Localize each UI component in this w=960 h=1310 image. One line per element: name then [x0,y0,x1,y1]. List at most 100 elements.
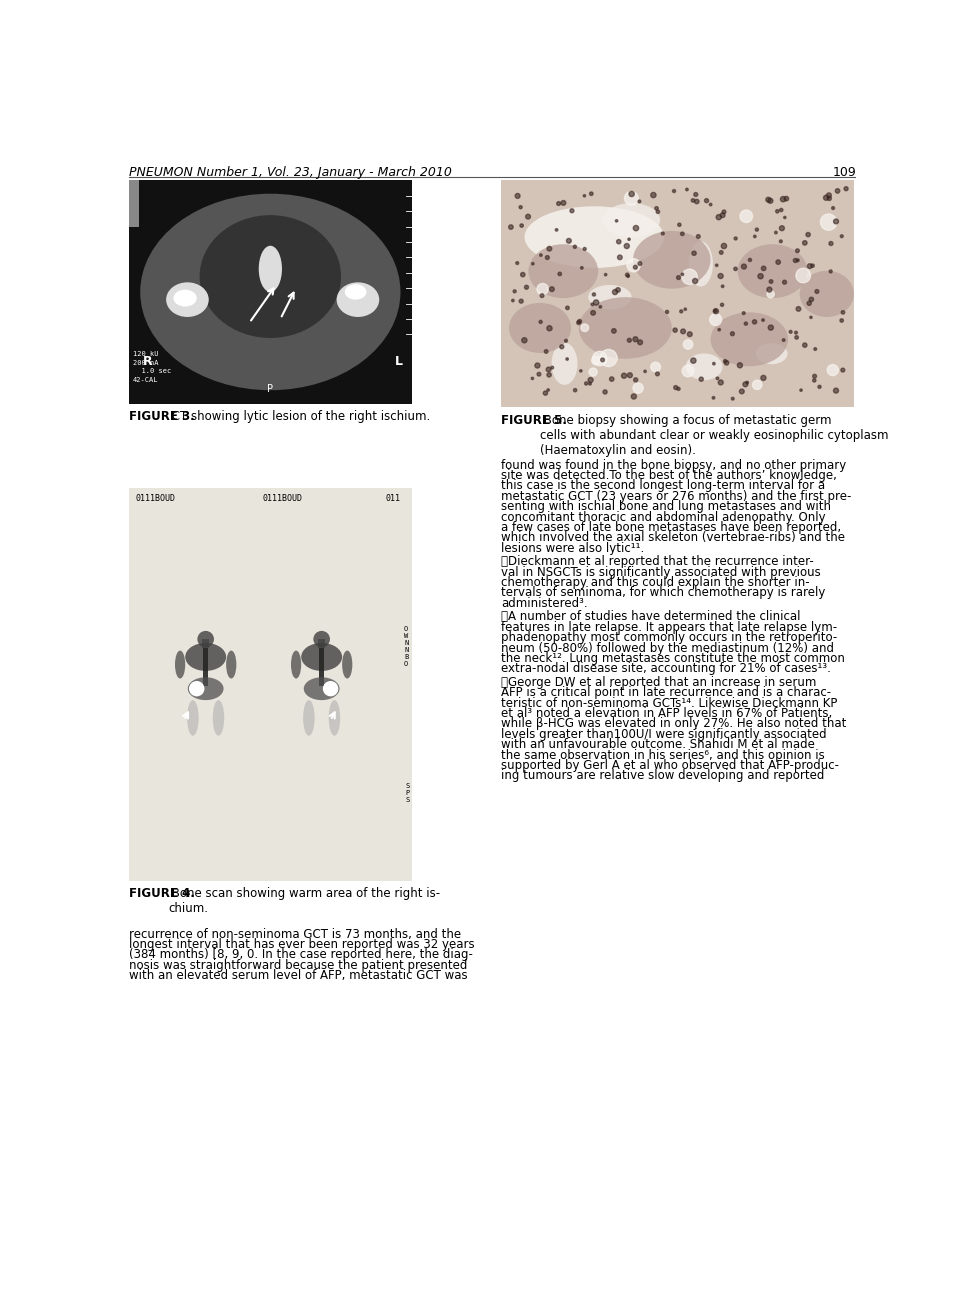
Circle shape [680,310,683,313]
Circle shape [769,280,773,283]
Circle shape [780,196,785,202]
Circle shape [718,329,720,331]
Ellipse shape [588,284,632,309]
Ellipse shape [166,283,208,317]
Circle shape [813,375,817,379]
Circle shape [591,303,594,305]
Ellipse shape [227,651,236,679]
Circle shape [840,234,843,237]
Circle shape [547,246,552,252]
Text: 0111BOUD: 0111BOUD [262,494,302,503]
Text: the same observation in his series⁶, and this opinion is: the same observation in his series⁶, and… [501,748,825,761]
Text: a few cases of late bone metastases have been reported,: a few cases of late bone metastases have… [501,521,841,534]
Circle shape [583,248,587,250]
Circle shape [796,307,801,312]
Text: (384 months) [8, 9, 0. In the case reported here, the diag-: (384 months) [8, 9, 0. In the case repor… [130,948,473,962]
Circle shape [634,266,637,269]
Bar [501,181,854,407]
Text: which involved the axial skeleton (vertebrae-ribs) and the: which involved the axial skeleton (verte… [501,532,846,545]
Circle shape [737,363,742,368]
Circle shape [831,207,834,210]
Circle shape [746,381,749,384]
Text: recurrence of non-seminoma GCT is 73 months, and the: recurrence of non-seminoma GCT is 73 mon… [130,927,462,941]
Circle shape [565,358,568,360]
Circle shape [627,275,630,278]
Circle shape [532,262,534,265]
Circle shape [782,280,786,284]
Ellipse shape [303,677,340,700]
Text: while β-HCG was elevated in only 27%. He also noted that: while β-HCG was elevated in only 27%. He… [501,718,847,731]
Circle shape [547,389,549,392]
Circle shape [696,234,700,238]
Circle shape [681,329,685,334]
Circle shape [628,373,633,377]
Text: PNEUMON Number 1, Vol. 23, January - March 2010: PNEUMON Number 1, Vol. 23, January - Mar… [130,166,452,179]
Circle shape [806,232,810,237]
Circle shape [634,377,637,383]
Circle shape [705,199,708,203]
Circle shape [828,241,833,245]
Circle shape [811,265,814,267]
Ellipse shape [756,343,787,364]
Circle shape [555,229,558,231]
Circle shape [780,208,783,212]
Circle shape [651,362,660,372]
Circle shape [531,377,534,380]
Text: extra-nodal disease site, accounting for 21% of cases¹³.: extra-nodal disease site, accounting for… [501,663,831,676]
Bar [501,181,854,407]
Circle shape [793,258,798,262]
Text: site was detected.To the best of the authors’ knowledge,: site was detected.To the best of the aut… [501,469,837,482]
Circle shape [661,232,664,234]
Circle shape [514,290,516,293]
Bar [130,489,412,882]
Circle shape [768,198,773,203]
Ellipse shape [579,297,672,359]
Circle shape [537,283,548,295]
Circle shape [767,287,772,292]
Circle shape [796,249,800,253]
Circle shape [818,385,821,388]
Text: Bone scan showing warm area of the right is-
chium.: Bone scan showing warm area of the right… [168,887,441,916]
Circle shape [593,300,599,305]
Circle shape [324,681,338,696]
Text: found was found in the bone biopsy, and no other primary: found was found in the bone biopsy, and … [501,458,847,472]
Text: Dieckmann et al reported that the recurrence inter-: Dieckmann et al reported that the recurr… [501,555,814,569]
Circle shape [756,228,758,231]
Circle shape [776,210,779,214]
Circle shape [784,196,788,200]
Circle shape [591,356,600,364]
Text: with an elevated serum level of AFP, metastatic GCT was: with an elevated serum level of AFP, met… [130,969,468,982]
Circle shape [547,373,551,377]
Circle shape [775,232,778,234]
Circle shape [732,397,734,400]
Text: lesions were also lytic¹¹.: lesions were also lytic¹¹. [501,542,644,555]
Circle shape [709,313,722,326]
Text: levels greater than100U/I were significantly associated: levels greater than100U/I were significa… [501,728,827,740]
Circle shape [766,198,771,202]
Bar [203,639,209,648]
Circle shape [599,305,602,308]
Circle shape [673,328,677,333]
Ellipse shape [337,283,379,317]
Circle shape [519,299,523,303]
Circle shape [549,287,554,292]
Circle shape [733,267,737,271]
Text: 0111BOUD: 0111BOUD [135,494,176,503]
Circle shape [807,263,812,269]
Circle shape [734,237,737,240]
Text: the neck¹². Lung metastases constitute the most common: the neck¹². Lung metastases constitute t… [501,652,845,665]
Circle shape [566,238,571,244]
Circle shape [617,255,622,259]
Text: this case is the second longest long-term interval for a: this case is the second longest long-ter… [501,479,826,493]
Text: neum (50-80%) followed by the mediastinum (12%) and: neum (50-80%) followed by the mediastinu… [501,642,834,655]
Circle shape [722,210,726,214]
Circle shape [812,379,816,383]
Circle shape [588,383,591,385]
Circle shape [767,291,775,297]
Circle shape [815,290,819,293]
Circle shape [841,368,845,372]
Bar [130,181,412,403]
Text: et al³ noted a elevation in AFP levels in 67% of Patients,: et al³ noted a elevation in AFP levels i… [501,707,832,721]
Circle shape [692,252,696,255]
Circle shape [605,274,607,276]
